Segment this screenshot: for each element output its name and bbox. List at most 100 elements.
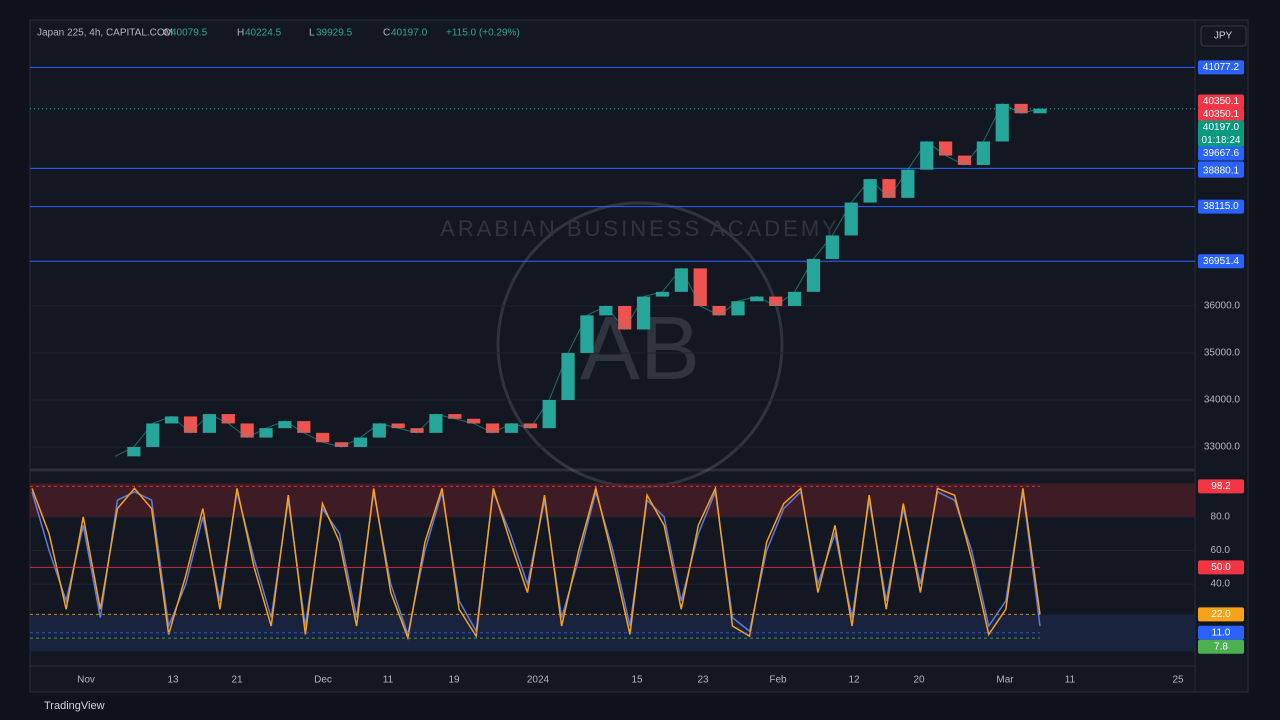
- candle: [957, 155, 972, 165]
- oscillator-tag: 22.0: [1211, 609, 1231, 620]
- candle: [316, 432, 330, 443]
- candle: [278, 421, 292, 429]
- candle: [127, 446, 141, 457]
- candle: [183, 416, 198, 433]
- candle: [1033, 108, 1047, 114]
- candle: [240, 423, 254, 438]
- x-tick-label: 11: [383, 675, 394, 686]
- candle: [806, 258, 821, 292]
- candle: [599, 305, 613, 316]
- candle: [844, 202, 858, 236]
- x-tick-label: Nov: [77, 675, 95, 686]
- candle: [920, 141, 934, 170]
- high-label: H: [237, 28, 244, 39]
- candle: [636, 296, 651, 330]
- price-tag: 38880.1: [1203, 165, 1240, 176]
- footer-brand[interactable]: TradingView: [44, 700, 105, 712]
- candle: [202, 414, 216, 433]
- level-tag-bg: [1198, 199, 1244, 214]
- candle: [882, 179, 896, 198]
- x-tick-label: Dec: [314, 675, 332, 686]
- x-tick-label: 19: [448, 675, 460, 686]
- candle: [863, 179, 877, 203]
- level-tag-bg: [1198, 60, 1244, 75]
- x-tick-label: 11: [1065, 675, 1076, 686]
- candle: [580, 315, 594, 353]
- overbought-zone: [30, 483, 1195, 517]
- candle: [901, 169, 915, 198]
- currency-button[interactable]: [1200, 25, 1247, 47]
- oscillator-tag-bg: [1198, 625, 1244, 640]
- candle: [693, 268, 707, 306]
- x-tick-label: 23: [697, 675, 709, 686]
- level-tag: 41077.2: [1203, 62, 1240, 73]
- candle: [787, 291, 802, 306]
- candle: [429, 414, 443, 433]
- candle: [467, 418, 481, 424]
- y-tick-label: 40.0: [1211, 579, 1231, 590]
- x-tick-label: Feb: [769, 675, 787, 686]
- candle: [259, 428, 273, 438]
- countdown: 01:18:24: [1202, 135, 1241, 146]
- candle: [825, 235, 839, 259]
- x-tick-label: 21: [231, 675, 243, 686]
- symbol: Japan 225, 4h, CAPITAL.COM: [37, 28, 173, 39]
- candle: [542, 399, 556, 429]
- candle: [712, 305, 726, 316]
- y-tick-label: 33000.0: [1204, 442, 1241, 453]
- x-tick-label: Mar: [996, 675, 1014, 686]
- candle: [221, 414, 235, 424]
- candle: [674, 268, 688, 292]
- oscillator-line: [31, 485, 1041, 641]
- candle: [655, 291, 670, 297]
- candle: [146, 423, 160, 447]
- candle: [372, 423, 386, 438]
- price-tag: 40197.0: [1203, 122, 1240, 133]
- candle: [523, 423, 537, 429]
- candle: [391, 423, 405, 429]
- oscillator-tag: 98.2: [1211, 481, 1231, 492]
- level-tag: 38115.0: [1203, 201, 1239, 212]
- oscillator-tag: 7.8: [1214, 641, 1228, 652]
- price-tag: 40350.1: [1203, 96, 1240, 107]
- y-tick-label: 36000.0: [1204, 301, 1241, 312]
- level-tag: 36951.4: [1203, 256, 1240, 267]
- candle: [939, 141, 953, 156]
- close-label: C: [383, 28, 390, 39]
- x-tick-label: 20: [913, 675, 925, 686]
- chart-panel: [29, 19, 1249, 693]
- candle: [165, 416, 179, 424]
- candle: [618, 305, 632, 330]
- x-tick-label: 15: [631, 675, 643, 686]
- candle: [995, 103, 1009, 142]
- candle: [353, 437, 368, 447]
- countdown-bg: [1198, 133, 1244, 147]
- candle: [561, 352, 575, 400]
- candle: [976, 141, 990, 165]
- candle: [448, 414, 462, 419]
- y-tick-label: 80.0: [1211, 512, 1231, 523]
- candle: [334, 442, 349, 447]
- x-tick-label: 25: [1172, 675, 1184, 686]
- candle: [750, 296, 764, 302]
- currency-label[interactable]: JPY: [1214, 31, 1233, 42]
- x-tick-label: 13: [167, 675, 179, 686]
- open-value: 40079.5: [171, 28, 208, 39]
- price-tag-bg: [1198, 94, 1244, 109]
- y-tick-label: 35000.0: [1204, 348, 1241, 359]
- oscillator-tag: 11.0: [1212, 627, 1231, 638]
- oscillator-tag-bg: [1198, 479, 1244, 494]
- candle: [504, 423, 519, 433]
- low-value: 39929.5: [316, 28, 353, 39]
- close-value: 40197.0: [391, 28, 428, 39]
- price-tag-bg: [1198, 107, 1244, 122]
- price-tag: 40350.1: [1203, 109, 1240, 120]
- open-label: O: [163, 28, 171, 39]
- x-tick-label: 2024: [527, 675, 550, 686]
- candle: [297, 421, 311, 433]
- oscillator-tag-bg: [1198, 639, 1244, 654]
- candle: [410, 428, 424, 433]
- oscillator-tag-bg: [1198, 560, 1244, 575]
- candle: [1014, 103, 1028, 114]
